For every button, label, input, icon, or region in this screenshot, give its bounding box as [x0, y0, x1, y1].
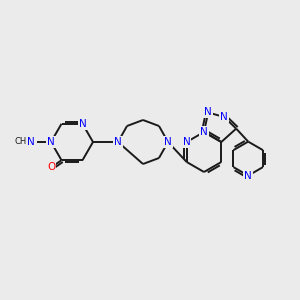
Text: CH₃: CH₃	[14, 137, 30, 146]
Text: N: N	[164, 137, 172, 147]
Text: N: N	[27, 137, 35, 147]
Text: N: N	[183, 137, 190, 147]
Text: N: N	[114, 137, 122, 147]
Text: N: N	[220, 112, 228, 122]
Text: N: N	[204, 107, 212, 117]
Text: N: N	[200, 127, 208, 137]
Text: N: N	[47, 137, 55, 147]
Text: O: O	[47, 162, 56, 172]
Text: N: N	[79, 119, 86, 129]
Text: N: N	[244, 171, 252, 181]
